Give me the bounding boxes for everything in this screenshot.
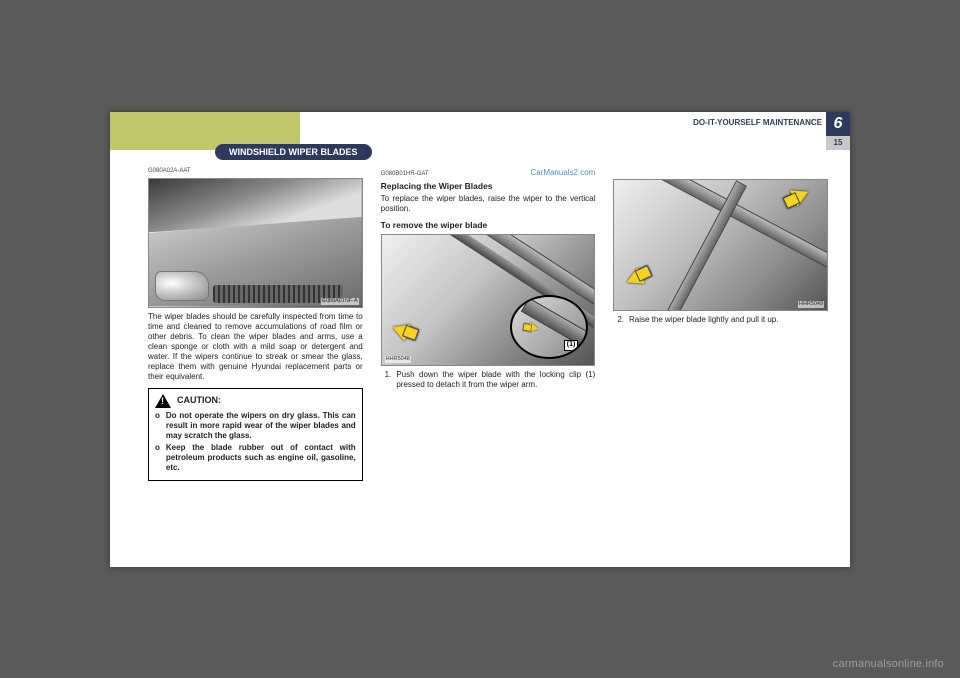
body-paragraph: The wiper blades should be carefully ins… bbox=[148, 312, 363, 382]
chapter-title: DO-IT-YOURSELF MAINTENANCE bbox=[693, 118, 822, 127]
figure-label: HHR5048 bbox=[385, 356, 411, 363]
page-number-badge: 15 bbox=[826, 136, 850, 150]
page-header: DO-IT-YOURSELF MAINTENANCE 6 15 bbox=[300, 112, 850, 150]
arrow-icon bbox=[392, 321, 408, 339]
caution-item: o Keep the blade rubber out of contact w… bbox=[155, 443, 356, 473]
step-item: 1. Push down the wiper blade with the lo… bbox=[385, 370, 596, 390]
figure-remove-blade: (1) HHR5048 bbox=[381, 234, 596, 366]
step-text: Raise the wiper blade lightly and pull i… bbox=[629, 315, 778, 325]
figure-label: HHR5049 bbox=[798, 301, 824, 308]
figure-car-hood: G080A01NF-A bbox=[148, 178, 363, 308]
step-list: 2. Raise the wiper blade lightly and pul… bbox=[613, 315, 828, 325]
section-number-badge: 6 bbox=[826, 112, 850, 136]
manual-page: DO-IT-YOURSELF MAINTENANCE 6 15 WINDSHIE… bbox=[110, 112, 850, 567]
warning-triangle-icon bbox=[155, 394, 171, 408]
ref-code: G080A02A-AAT bbox=[148, 168, 363, 176]
callout-number: (1) bbox=[564, 340, 579, 351]
caution-label: CAUTION: bbox=[177, 395, 221, 406]
caution-text: Keep the blade rubber out of contact wit… bbox=[166, 443, 356, 473]
caution-text: Do not operate the wipers on dry glass. … bbox=[166, 411, 356, 441]
section-heading-pill: WINDSHIELD WIPER BLADES bbox=[215, 144, 372, 160]
bullet: o bbox=[155, 411, 160, 441]
step-list: 1. Push down the wiper blade with the lo… bbox=[381, 370, 596, 390]
step-number: 2. bbox=[617, 315, 624, 325]
content-columns: G080A02A-AAT G080A01NF-A The wiper blade… bbox=[148, 168, 828, 558]
subheading: Replacing the Wiper Blades bbox=[381, 181, 596, 192]
arrow-icon bbox=[790, 183, 812, 206]
step-number: 1. bbox=[385, 370, 392, 390]
caution-header: CAUTION: bbox=[155, 394, 356, 408]
caution-box: CAUTION: o Do not operate the wipers on … bbox=[148, 388, 363, 481]
figure-raise-blade: HHR5049 bbox=[613, 179, 828, 311]
intro-text: To replace the wiper blades, raise the w… bbox=[381, 194, 596, 214]
figure-label: G080A01NF-A bbox=[321, 298, 359, 305]
watermark-link: CarManuals2.com bbox=[530, 168, 595, 178]
headlight-shape bbox=[155, 271, 209, 301]
bullet: o bbox=[155, 443, 160, 473]
arrow-icon bbox=[529, 322, 540, 334]
footer-watermark: carmanualsonline.info bbox=[833, 658, 944, 670]
column-1: G080A02A-AAT G080A01NF-A The wiper blade… bbox=[148, 168, 363, 558]
ref-code: G080B01HR-GAT bbox=[381, 171, 429, 179]
spacer bbox=[613, 168, 828, 179]
sub-subheading: To remove the wiper blade bbox=[381, 220, 596, 231]
step-text: Push down the wiper blade with the locki… bbox=[396, 370, 595, 390]
column-2: G080B01HR-GAT CarManuals2.com Replacing … bbox=[381, 168, 596, 558]
caution-item: o Do not operate the wipers on dry glass… bbox=[155, 411, 356, 441]
column-3: HHR5049 2. Raise the wiper blade lightly… bbox=[613, 168, 828, 558]
arrow-icon bbox=[623, 267, 645, 290]
figure-inset: (1) bbox=[510, 295, 588, 359]
step-item: 2. Raise the wiper blade lightly and pul… bbox=[617, 315, 828, 325]
